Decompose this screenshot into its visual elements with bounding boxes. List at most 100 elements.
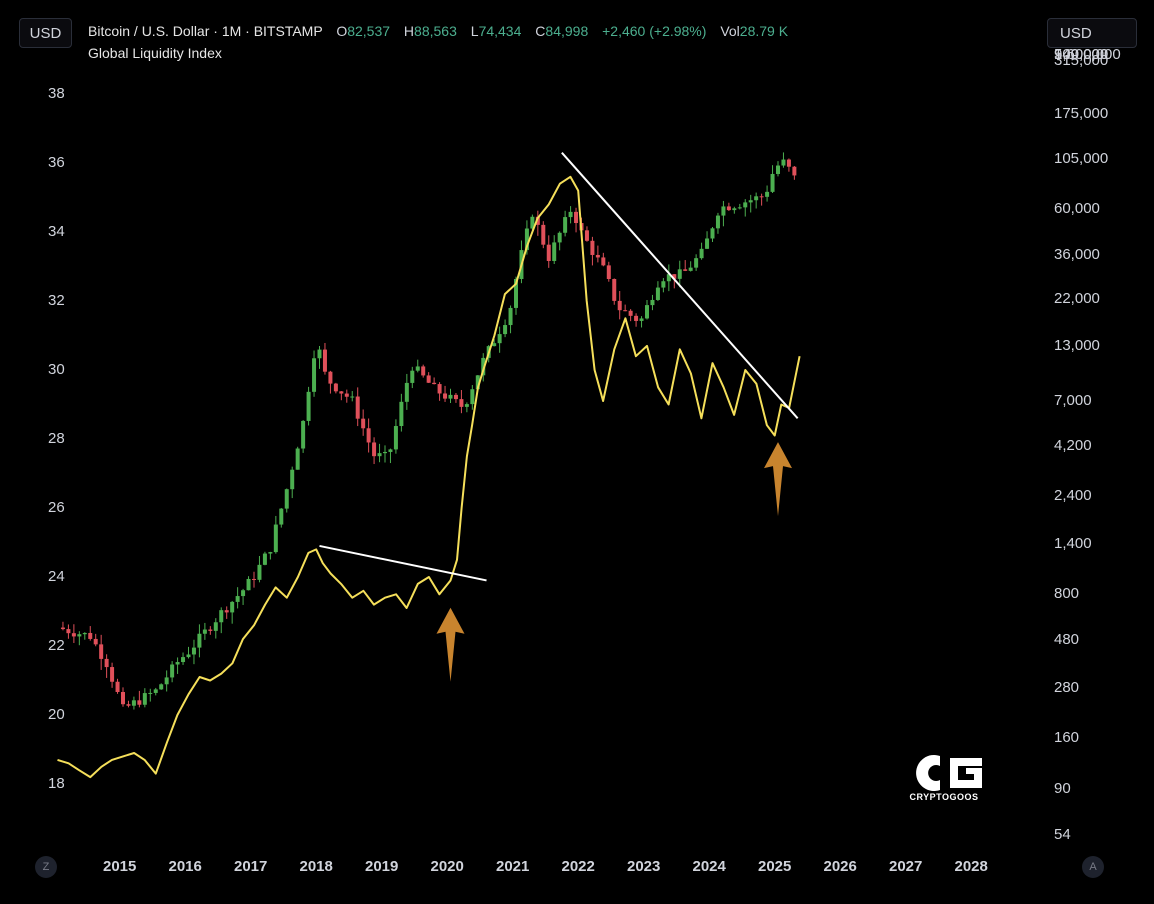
candle-up	[153, 689, 158, 693]
indicator-legend[interactable]: Global Liquidity Index	[88, 45, 222, 61]
candle-up	[715, 215, 720, 229]
arrow-up-icon[interactable]	[436, 607, 465, 682]
candle-down	[437, 384, 442, 394]
candle-down	[126, 704, 131, 706]
currency-left-button[interactable]: USD	[19, 18, 72, 48]
ohlc-legend: Bitcoin / U.S. Dollar · 1M · BITSTAMP O8…	[88, 23, 788, 39]
candle-up	[748, 200, 753, 203]
symbol-title[interactable]: Bitcoin / U.S. Dollar · 1M · BITSTAMP	[88, 23, 323, 39]
candle-up	[470, 389, 475, 405]
candle-up	[677, 269, 682, 279]
candle-down	[574, 211, 579, 224]
left-axis-tick: 28	[48, 430, 65, 447]
candle-up	[268, 552, 273, 554]
candle-up	[399, 401, 404, 427]
candle-down	[208, 629, 213, 631]
left-axis-tick: 34	[48, 223, 65, 240]
candle-up	[241, 590, 246, 597]
left-axis-tick: 20	[48, 706, 65, 723]
candle-up	[181, 657, 186, 663]
candle-up	[754, 196, 759, 201]
candle-down	[443, 393, 448, 399]
candle-down	[459, 399, 464, 407]
time-axis-tick: 2015	[103, 858, 137, 875]
liquidity-line	[57, 175, 801, 779]
time-axis-tick: 2024	[692, 858, 726, 875]
candle-up	[781, 159, 786, 166]
chart-annotations	[319, 151, 799, 682]
trendline[interactable]	[319, 544, 487, 582]
candle-up	[312, 358, 317, 392]
candle-up	[142, 693, 147, 705]
candle-up	[290, 469, 295, 490]
candle-up	[404, 382, 409, 402]
candle-down	[110, 667, 115, 682]
candle-down	[595, 254, 600, 258]
candle-up	[524, 228, 529, 251]
candle-down	[617, 300, 622, 311]
candle-up	[552, 242, 557, 261]
right-axis-tick: 160	[1054, 728, 1080, 746]
change-value: +2,460 (+2.98%)	[602, 23, 707, 39]
candle-down	[121, 691, 125, 705]
zoom-reset-button[interactable]: Z	[35, 856, 57, 878]
left-axis-tick: 22	[48, 637, 65, 654]
candle-down	[115, 681, 120, 692]
candle-down	[421, 366, 426, 376]
currency-right-button[interactable]: USD	[1047, 18, 1137, 48]
candle-up	[131, 700, 136, 706]
left-axis-tick: 30	[48, 361, 65, 378]
auto-scale-button[interactable]: A	[1082, 856, 1104, 878]
candle-up	[743, 202, 748, 208]
candle-down	[372, 442, 377, 457]
candle-down	[366, 428, 371, 443]
candle-up	[497, 334, 502, 344]
candle-up	[688, 267, 693, 271]
time-axis-tick: 2017	[234, 858, 268, 875]
candle-down	[88, 632, 93, 639]
candle-up	[383, 451, 387, 454]
right-axis-tick: 315,000	[1054, 52, 1109, 70]
candle-up	[159, 684, 164, 690]
candle-up	[262, 553, 267, 565]
candle-down	[66, 629, 71, 634]
candle-down	[426, 375, 431, 383]
candle-up	[295, 448, 300, 470]
candle-up	[645, 305, 649, 319]
arrow-up-icon[interactable]	[764, 442, 792, 517]
candle-up	[694, 258, 699, 268]
candle-down	[60, 627, 65, 630]
candle-down	[634, 315, 639, 321]
right-axis-tick: 36,000	[1054, 245, 1100, 263]
right-axis-tick: 280	[1054, 678, 1080, 696]
candle-up	[710, 228, 715, 239]
right-axis-tick: 900,000	[1054, 46, 1109, 63]
left-axis-tick: 26	[48, 499, 65, 516]
candle-up	[415, 366, 420, 371]
high-value: 88,563	[414, 23, 457, 39]
right-axis-tick: 1,600,000	[1054, 46, 1121, 63]
candle-up	[230, 601, 235, 613]
right-axis-tick: 1,400	[1054, 535, 1092, 553]
candle-up	[568, 211, 573, 218]
right-axis-tick: 800	[1054, 585, 1080, 603]
candle-up	[655, 287, 660, 300]
candle-up	[770, 173, 775, 192]
candle-down	[453, 394, 458, 400]
candle-down	[252, 578, 256, 580]
trendline[interactable]	[561, 151, 799, 419]
candle-up	[530, 216, 535, 229]
candle-down	[786, 159, 791, 167]
candle-down	[355, 396, 360, 419]
right-axis-tick: 480	[1054, 630, 1080, 648]
candle-up	[213, 622, 218, 631]
candle-down	[99, 644, 104, 659]
candle-down	[590, 240, 595, 255]
candle-up	[202, 629, 207, 634]
time-axis-tick: 2023	[627, 858, 661, 875]
candle-down	[71, 633, 76, 637]
candle-up	[699, 248, 704, 259]
candle-down	[328, 371, 333, 384]
time-axis-tick: 2018	[299, 858, 333, 875]
